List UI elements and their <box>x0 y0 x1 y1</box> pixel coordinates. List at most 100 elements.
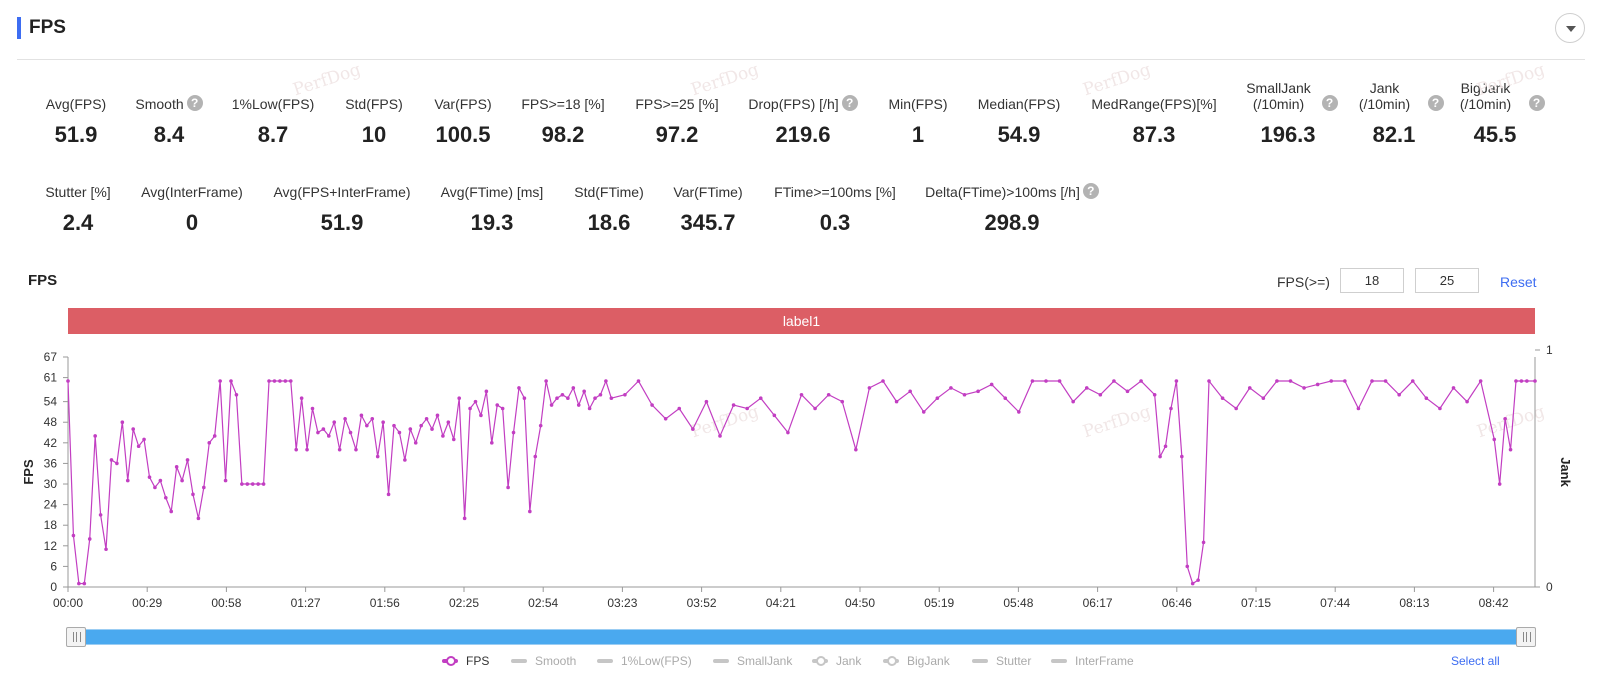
stat-label: Std(FTime) <box>574 184 644 200</box>
fps-point <box>1152 392 1157 397</box>
fps-point <box>1497 482 1502 486</box>
legend-marker-icon <box>883 656 899 666</box>
fps-point <box>250 482 255 486</box>
fps-point <box>555 396 559 400</box>
fps-point <box>677 406 682 411</box>
fps-point <box>484 389 489 394</box>
stat-label: Var(FTime) <box>673 184 743 200</box>
fps-point <box>1424 396 1429 400</box>
zoom-handle-left[interactable] <box>66 627 86 647</box>
stat-label: Median(FPS) <box>977 96 1061 112</box>
zoom-slider[interactable] <box>66 627 1536 647</box>
fps-point <box>1207 379 1211 383</box>
label-band[interactable]: label1 <box>68 308 1535 334</box>
fps-point <box>174 465 179 469</box>
fps-point <box>234 392 239 397</box>
stat-avg-interframe: Avg(InterFrame) 0 <box>102 168 282 236</box>
fps-point <box>1057 379 1062 383</box>
stat-delta-ftime-100ms-h: Delta(FTime)>100ms [/h]? 298.9 <box>922 168 1102 236</box>
x-tick-label: 00:29 <box>132 596 162 610</box>
x-tick-label: 01:56 <box>370 596 400 610</box>
fps-point <box>468 406 472 411</box>
fps-point <box>718 434 722 438</box>
help-icon[interactable]: ? <box>1321 95 1338 111</box>
fps-point <box>495 403 500 407</box>
legend-item-smooth[interactable]: Smooth <box>511 654 576 668</box>
fps-point <box>93 434 97 438</box>
collapse-toggle-icon[interactable] <box>1555 13 1585 43</box>
stat-avg-fps-interframe: Avg(FPS+InterFrame) 51.9 <box>252 168 432 236</box>
legend-item-fps[interactable]: FPS <box>442 654 489 668</box>
fps-point <box>164 495 168 500</box>
fps-point <box>560 392 565 397</box>
fps-point <box>571 386 576 390</box>
legend-item-bigjank[interactable]: BigJank <box>883 654 950 668</box>
stat-value: 51.9 <box>54 122 98 147</box>
legend-label: BigJank <box>907 654 950 668</box>
reset-button[interactable]: Reset <box>1500 274 1537 290</box>
fps-point <box>587 406 592 411</box>
legend-label: Stutter <box>996 654 1032 668</box>
stat-value: 10 <box>361 122 387 147</box>
fps-point <box>962 392 967 397</box>
fps-point <box>1288 379 1293 383</box>
fps-point <box>240 482 244 486</box>
chart-title: FPS <box>28 272 58 289</box>
fps-point <box>1003 396 1008 400</box>
fps-threshold-label: FPS(>=) <box>1277 274 1330 290</box>
fps-point <box>1478 379 1483 383</box>
fps-point <box>623 392 627 397</box>
select-all-link[interactable]: Select all <box>1451 654 1500 668</box>
fps-point <box>500 406 505 411</box>
fps-point <box>1451 386 1456 390</box>
legend-marker-icon <box>1051 659 1067 663</box>
stat-fps-25: FPS>=25 [%] 97.2 <box>587 80 767 148</box>
fps-point <box>1519 379 1524 383</box>
fps-point <box>153 485 157 490</box>
legend-marker-icon <box>597 659 613 663</box>
fps-point <box>908 389 912 394</box>
fps-point <box>506 485 510 490</box>
fps-point <box>1247 386 1252 390</box>
help-icon[interactable]: ? <box>1528 95 1545 111</box>
y2-tick-label: 0 <box>1546 580 1553 594</box>
fps-point <box>457 396 462 400</box>
fps-point <box>305 447 309 452</box>
legend-label: Jank <box>836 654 862 668</box>
stat-label: Avg(FTime) [ms] <box>440 184 544 200</box>
help-icon[interactable]: ? <box>1082 183 1099 199</box>
y-tick-label: 12 <box>44 539 58 553</box>
x-tick-label: 00:58 <box>211 596 241 610</box>
help-icon[interactable]: ? <box>841 95 858 111</box>
stat-label: FPS>=25 [%] <box>635 96 719 112</box>
legend-item-interframe[interactable]: InterFrame <box>1051 654 1134 668</box>
stat-label: Avg(FPS+InterFrame) <box>273 184 411 200</box>
fps-point <box>316 430 320 435</box>
help-icon[interactable]: ? <box>186 95 203 111</box>
help-icon[interactable]: ? <box>1427 95 1444 111</box>
fps-threshold-input-2[interactable] <box>1415 268 1479 293</box>
legend-item-1-low-fps[interactable]: 1%Low(FPS) <box>597 654 692 668</box>
stat-label: Min(FPS) <box>888 96 948 112</box>
fps-line-chart[interactable]: 0 6 12 18 24 30 36 42 48 54 61 67 0 1 FPS Jank 00:00 00:2… <box>0 340 1600 620</box>
legend-label: Smooth <box>535 654 577 668</box>
stat-avg-ftime-ms: Avg(FTime) [ms] 19.3 <box>402 168 582 236</box>
x-tick-label: 03:23 <box>607 596 637 610</box>
fps-threshold-input-1[interactable] <box>1340 268 1404 293</box>
fps-point <box>294 447 299 452</box>
legend-item-jank[interactable]: Jank <box>812 654 861 668</box>
stat-label: MedRange(FPS)[%] <box>1091 96 1217 112</box>
fps-point <box>517 386 521 390</box>
fps-point <box>758 396 763 400</box>
fps-point <box>533 454 538 459</box>
fps-point <box>772 413 777 418</box>
legend-item-smalljank[interactable]: SmallJank <box>713 654 792 668</box>
legend-item-stutter[interactable]: Stutter <box>972 654 1031 668</box>
stat-value: 298.9 <box>984 210 1040 235</box>
fps-point <box>867 386 872 390</box>
stat-label: Jank (/10min) <box>1358 80 1411 112</box>
fps-point <box>544 379 548 383</box>
fps-point <box>109 458 114 462</box>
stat-drop-fps-h: Drop(FPS) [/h]? 219.6 <box>713 80 893 148</box>
zoom-handle-right[interactable] <box>1516 627 1536 647</box>
